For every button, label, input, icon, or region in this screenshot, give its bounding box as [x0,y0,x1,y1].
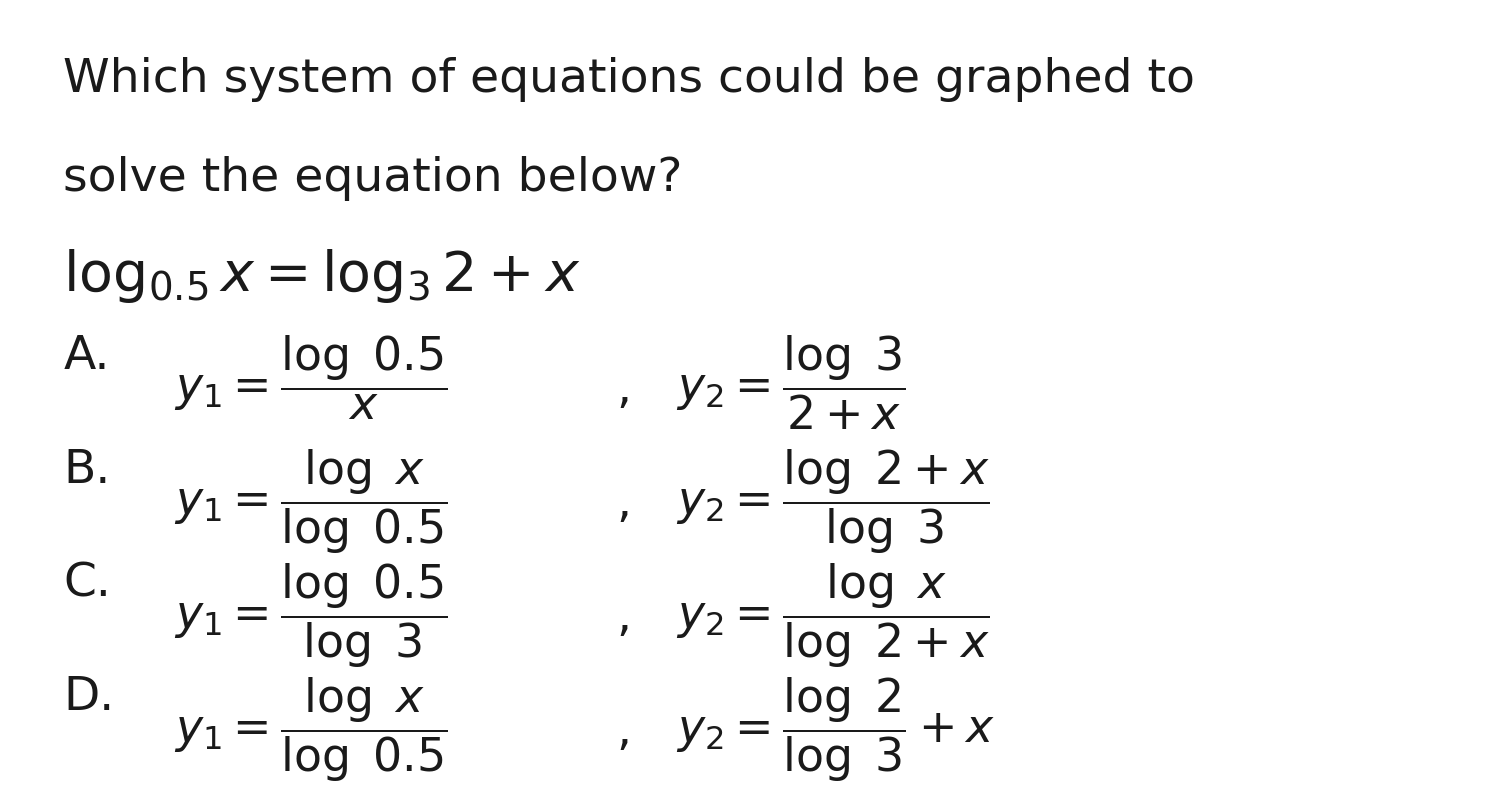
Text: A.: A. [63,334,110,379]
Text: ,: , [616,709,632,754]
Text: $\log_{0.5} x = \log_3 2 + x$: $\log_{0.5} x = \log_3 2 + x$ [63,247,580,304]
Text: $y_1 = \dfrac{\log\ x}{\log\ 0.5}$: $y_1 = \dfrac{\log\ x}{\log\ 0.5}$ [174,675,447,783]
Text: $y_2 = \dfrac{\log\ 2}{\log\ 3} + x$: $y_2 = \dfrac{\log\ 2}{\log\ 3} + x$ [675,675,994,783]
Text: B.: B. [63,447,111,492]
Text: Which system of equations could be graphed to: Which system of equations could be graph… [63,57,1196,102]
Text: D.: D. [63,675,114,719]
Text: ,: , [616,368,632,413]
Text: $y_1 = \dfrac{\log\ 0.5}{\log\ 3}$: $y_1 = \dfrac{\log\ 0.5}{\log\ 3}$ [174,561,447,669]
Text: C.: C. [63,561,111,606]
Text: $y_1 = \dfrac{\log\ 0.5}{x}$: $y_1 = \dfrac{\log\ 0.5}{x}$ [174,334,447,422]
Text: $y_2 = \dfrac{\log\ 2+x}{\log\ 3}$: $y_2 = \dfrac{\log\ 2+x}{\log\ 3}$ [675,447,988,556]
Text: $y_2 = \dfrac{\log\ x}{\log\ 2+x}$: $y_2 = \dfrac{\log\ x}{\log\ 2+x}$ [675,561,988,669]
Text: solve the equation below?: solve the equation below? [63,156,682,201]
Text: ,: , [616,595,632,640]
Text: $y_2 = \dfrac{\log\ 3}{2+x}$: $y_2 = \dfrac{\log\ 3}{2+x}$ [675,334,906,432]
Text: ,: , [616,482,632,527]
Text: $y_1 = \dfrac{\log\ x}{\log\ 0.5}$: $y_1 = \dfrac{\log\ x}{\log\ 0.5}$ [174,447,447,556]
